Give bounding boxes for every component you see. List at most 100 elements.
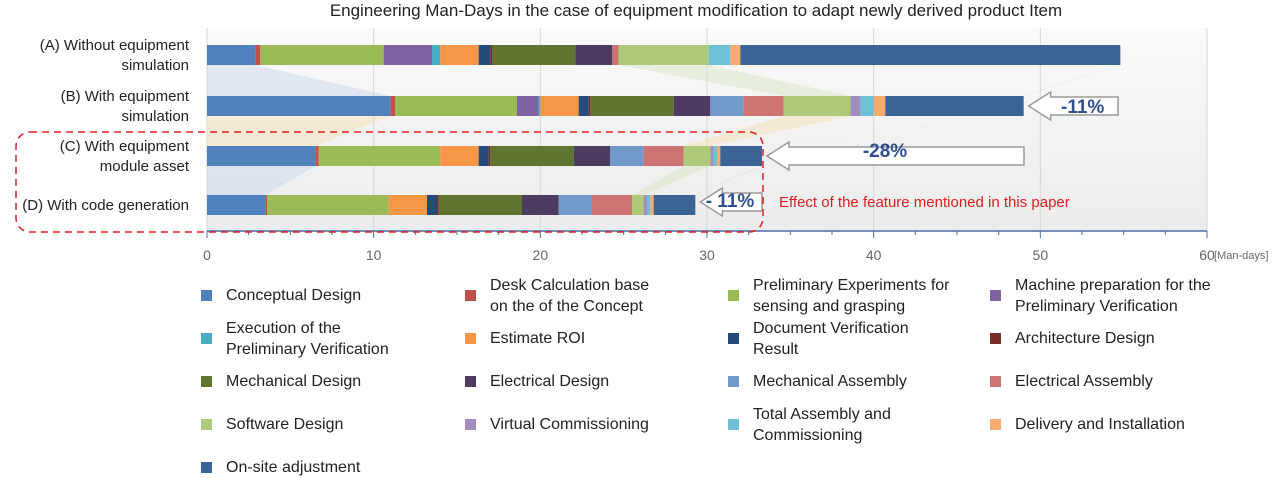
legend-item: Execution of the Preliminary Verificatio…: [201, 318, 389, 360]
bar-segment: [440, 45, 479, 65]
x-tick-label: 10: [366, 247, 382, 263]
connector-band: [207, 166, 316, 195]
bar-segment: [427, 195, 437, 215]
legend-item: Mechanical Assembly: [728, 371, 907, 392]
connector-band: [632, 166, 711, 195]
bar-segment: [438, 195, 522, 215]
legend-swatch: [465, 333, 476, 344]
legend-label: Delivery and Installation: [1015, 416, 1185, 433]
bar-segment: [873, 96, 886, 116]
legend-label: Software Design: [226, 416, 344, 433]
bar-segment: [650, 195, 654, 215]
bar-segment: [315, 146, 319, 166]
legend-label: Mechanical Design: [226, 373, 362, 390]
legend-swatch: [201, 462, 212, 473]
legend-label: Desk Calculation base on the of the Conc…: [490, 277, 650, 315]
x-tick-label: 60: [1199, 247, 1215, 263]
legend-item: Document Verification Result: [728, 318, 909, 360]
bar-segment: [318, 146, 441, 166]
legend: Conceptual Design Desk Calculation base o…: [0, 270, 1284, 476]
feature-note: Effect of the feature mentioned in this …: [779, 194, 1070, 211]
legend-label: Architecture Design: [1015, 330, 1155, 347]
bar-segment: [440, 146, 479, 166]
legend-swatch: [201, 333, 212, 344]
reduction-label: -11%: [1061, 97, 1104, 118]
bar-segment: [710, 96, 744, 116]
legend-item: Preliminary Experiments for sensing and …: [728, 275, 950, 317]
category-label: (C) With equipment module asset: [60, 138, 190, 175]
x-axis-unit: [Man-days]: [1214, 250, 1268, 262]
bar-segment: [383, 45, 432, 65]
legend-label: Machine preparation for the Preliminary …: [1015, 277, 1211, 315]
bar-segment: [590, 96, 674, 116]
connector-band: [683, 116, 851, 146]
bar-segment: [708, 45, 731, 65]
bar-segment: [260, 45, 384, 65]
x-tick-label: 30: [699, 247, 715, 263]
legend-swatch: [990, 333, 1001, 344]
connector-band: [618, 65, 851, 96]
bar-segment: [540, 96, 579, 116]
category-labels: (A) Without equipment simulation (B) With …: [22, 37, 190, 214]
bar-segment: [612, 45, 619, 65]
bar-segment: [643, 195, 647, 215]
legend-item: Mechanical Design: [201, 371, 361, 392]
bar-segment: [860, 96, 874, 116]
category-label: (A) Without equipment simulation: [40, 37, 190, 74]
legend-label: Execution of the Preliminary Verificatio…: [226, 320, 389, 358]
bar-segment: [588, 96, 591, 116]
arrow-callout: [1027, 90, 1119, 122]
legend-item: Estimate ROI: [465, 328, 585, 349]
bar-segment: [647, 195, 651, 215]
bar-segment: [740, 45, 1121, 65]
legend-item: Electrical Design: [465, 371, 609, 392]
legend-label: Mechanical Assembly: [753, 373, 907, 390]
bar-segment: [653, 195, 696, 215]
legend-swatch: [201, 290, 212, 301]
bar-segment: [850, 96, 861, 116]
highlight-box: [15, 131, 764, 233]
chart-title: Engineering Man-Days in the case of equi…: [330, 1, 1062, 20]
legend-swatch: [728, 333, 739, 344]
bar-segment: [207, 96, 391, 116]
legend-swatch: [728, 419, 739, 430]
x-tick-labels: 0 10 20 30 40 50 60: [203, 247, 1215, 263]
legend-item: Desk Calculation base on the of the Conc…: [465, 275, 649, 317]
bar-segment: [390, 96, 396, 116]
category-label: (D) With code generation: [22, 197, 189, 214]
legend-swatch: [465, 376, 476, 387]
arrow-callout: [698, 186, 763, 218]
bar-segment: [488, 146, 491, 166]
bar-segment: [743, 96, 784, 116]
legend-label: Total Assembly and Commissioning: [753, 406, 891, 444]
x-tick-label: 0: [203, 247, 211, 263]
x-tick-label: 50: [1033, 247, 1049, 263]
bar-segment: [265, 195, 267, 215]
legend-swatch: [465, 290, 476, 301]
legend-swatch: [990, 290, 1001, 301]
bar-segment: [492, 45, 576, 65]
bar-segment: [437, 195, 439, 215]
bar-segment: [643, 146, 684, 166]
legend-item: Machine preparation for the Preliminary …: [990, 275, 1211, 317]
reduction-label: -28%: [863, 141, 907, 162]
legend-item: Total Assembly and Commissioning: [728, 404, 891, 446]
legend-swatch: [201, 419, 212, 430]
connector-band: [760, 116, 1024, 146]
bar-segment: [713, 146, 717, 166]
category-label: (B) With equipment simulation: [61, 88, 190, 125]
legend-label: Electrical Design: [490, 373, 610, 390]
legend-swatch: [728, 290, 739, 301]
legend-item: On-site adjustment: [201, 457, 360, 478]
legend-swatch: [728, 376, 739, 387]
bar-segment: [720, 146, 762, 166]
bar-segment: [432, 45, 441, 65]
legend-label: Virtual Commissioning: [490, 416, 649, 433]
legend-swatch: [465, 419, 476, 430]
connector-band: [693, 166, 762, 195]
legend-label: Electrical Assembly: [1015, 373, 1153, 390]
stacked-bar-chart: Engineering Man-Days in the case of equi…: [15, 1, 1268, 263]
connector-band: [207, 65, 391, 96]
legend-item: Virtual Commissioning: [465, 414, 649, 435]
bar-segment: [255, 45, 261, 65]
